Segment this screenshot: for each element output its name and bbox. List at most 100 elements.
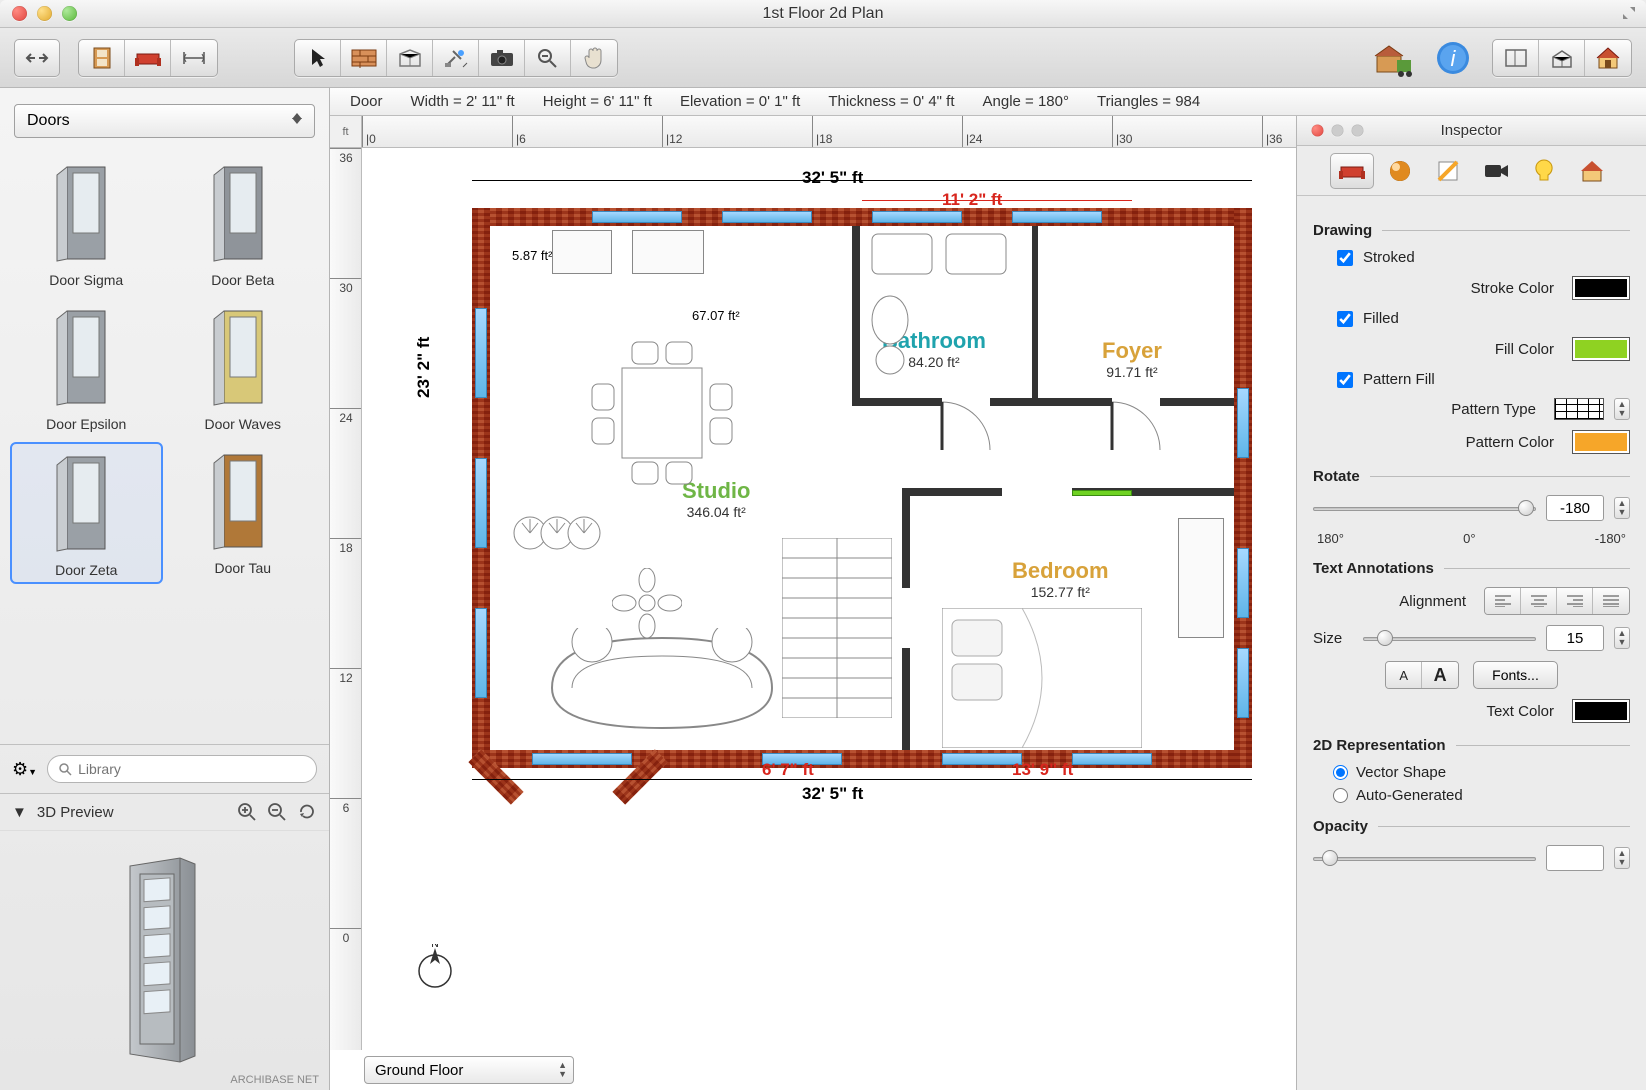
canvas[interactable]: 23' 2" ft 32' 5" ft 11' 2" ft (362, 148, 1296, 1050)
align-left-button[interactable] (1485, 588, 1521, 614)
tools-menu-button[interactable] (433, 40, 479, 76)
catalog-furniture-button[interactable] (125, 40, 171, 76)
patternfill-checkbox[interactable] (1337, 372, 1353, 388)
view-home-button[interactable] (1585, 40, 1631, 76)
library-grid: Door Sigma Door Beta Door Epsilon Door W… (0, 148, 329, 744)
library-item[interactable]: Door Sigma (10, 154, 163, 292)
align-center-button[interactable] (1521, 588, 1557, 614)
catalog-dimensions-button[interactable] (171, 40, 217, 76)
size-label: Size (1313, 630, 1353, 647)
catalog-doors-button[interactable] (79, 40, 125, 76)
library-item[interactable]: Door Epsilon (10, 298, 163, 436)
inspector-tab-materials[interactable] (1378, 153, 1422, 189)
wall-tool-button[interactable] (341, 40, 387, 76)
size-stepper[interactable]: ▲▼ (1614, 627, 1630, 649)
select-tool-button[interactable] (295, 40, 341, 76)
stroked-label: Stroked (1363, 249, 1415, 266)
info-icon[interactable]: i (1432, 37, 1474, 79)
window (1072, 753, 1152, 765)
library-thumb (198, 158, 288, 268)
inspector-tab-2d[interactable] (1426, 153, 1470, 189)
alignment-segmented[interactable] (1484, 587, 1630, 615)
window (942, 753, 1022, 765)
preview-disclosure[interactable]: ▼ (12, 804, 27, 821)
svg-text:N: N (431, 944, 438, 950)
library-category-dropdown[interactable]: Doors (14, 104, 315, 138)
pattern-type-stepper[interactable]: ▲▼ (1614, 398, 1630, 420)
dim-bottom-right: 13' 9" ft (1012, 760, 1073, 780)
furniture-stairs (782, 538, 892, 718)
preview-zoom-out-button[interactable] (267, 802, 287, 822)
size-value[interactable] (1546, 625, 1604, 651)
note-tc: 67.07 ft² (692, 308, 740, 323)
inspector-tab-light[interactable] (1522, 153, 1566, 189)
furniture-dining (572, 338, 752, 488)
library-item-label: Door Zeta (55, 562, 117, 578)
preview-header: ▼ 3D Preview (0, 793, 329, 830)
opacity-value[interactable] (1546, 845, 1604, 871)
zoom-tool-button[interactable] (525, 40, 571, 76)
pattern-type-picker[interactable] (1554, 398, 1604, 420)
font-small-button[interactable]: A (1386, 662, 1422, 688)
size-slider[interactable] (1363, 628, 1536, 648)
furniture-counter (632, 230, 704, 274)
window-title: 1st Floor 2d Plan (0, 5, 1646, 23)
text-color-swatch[interactable] (1572, 699, 1630, 723)
fill-color-swatch[interactable] (1572, 337, 1630, 361)
preview-rotate-button[interactable] (297, 802, 317, 822)
rep-auto-label: Auto-Generated (1356, 787, 1463, 804)
warehouse-icon[interactable] (1372, 37, 1414, 79)
toggle-sidebar-button[interactable] (15, 40, 59, 76)
inspector-tab-camera[interactable] (1474, 153, 1518, 189)
fonts-button[interactable]: Fonts... (1473, 661, 1558, 689)
room-tool-button[interactable] (387, 40, 433, 76)
window (475, 608, 487, 698)
selected-door[interactable] (1072, 490, 1132, 496)
rotate-slider[interactable] (1313, 498, 1536, 518)
section-rotate: Rotate (1313, 468, 1360, 485)
fullscreen-icon[interactable] (1622, 6, 1636, 20)
rep-auto-radio[interactable] (1333, 788, 1348, 803)
furniture-desk (1178, 518, 1224, 638)
rep-vector-radio[interactable] (1333, 765, 1348, 780)
floor-selector[interactable]: Ground Floor ▲▼ (364, 1056, 574, 1084)
font-large-button[interactable]: A (1422, 662, 1458, 688)
status-angle: Angle = 180° (983, 93, 1069, 110)
opacity-slider[interactable] (1313, 848, 1536, 868)
camera-tool-button[interactable] (479, 40, 525, 76)
status-thickness: Thickness = 0' 4" ft (828, 93, 954, 110)
inspector-tabs (1297, 146, 1646, 196)
library-settings-button[interactable]: ⚙︎▼ (12, 759, 37, 780)
view-2d-button[interactable] (1493, 40, 1539, 76)
pattern-color-swatch[interactable] (1572, 430, 1630, 454)
align-right-button[interactable] (1557, 588, 1593, 614)
library-item[interactable]: Door Zeta (10, 442, 163, 584)
pan-tool-button[interactable] (571, 40, 617, 76)
rotate-stepper[interactable]: ▲▼ (1614, 497, 1630, 519)
opacity-stepper[interactable]: ▲▼ (1614, 847, 1630, 869)
stroke-color-swatch[interactable] (1572, 276, 1630, 300)
furniture-sink (552, 230, 612, 274)
library-item[interactable]: Door Waves (167, 298, 320, 436)
stroke-color-label: Stroke Color (1313, 280, 1562, 297)
ruler-vertical: 363024181260 (330, 148, 362, 1050)
inspector-tab-object[interactable] (1330, 153, 1374, 189)
inspector-tab-building[interactable] (1570, 153, 1614, 189)
dim-top: 32' 5" ft (802, 168, 863, 188)
library-thumb (198, 302, 288, 412)
room-bedroom: Bedroom 152.77 ft² (1012, 558, 1109, 600)
filled-label: Filled (1363, 310, 1399, 327)
preview-watermark: ARCHIBASE NET (230, 1074, 319, 1086)
view-3d-button[interactable] (1539, 40, 1585, 76)
rotate-value[interactable] (1546, 495, 1604, 521)
library-item[interactable]: Door Beta (167, 154, 320, 292)
library-search-input[interactable] (78, 761, 306, 777)
window (1237, 388, 1249, 458)
library-search[interactable] (47, 755, 317, 783)
filled-checkbox[interactable] (1337, 311, 1353, 327)
preview-zoom-in-button[interactable] (237, 802, 257, 822)
stroked-checkbox[interactable] (1337, 250, 1353, 266)
preview-title: 3D Preview (37, 804, 114, 821)
library-item[interactable]: Door Tau (167, 442, 320, 584)
align-justify-button[interactable] (1593, 588, 1629, 614)
